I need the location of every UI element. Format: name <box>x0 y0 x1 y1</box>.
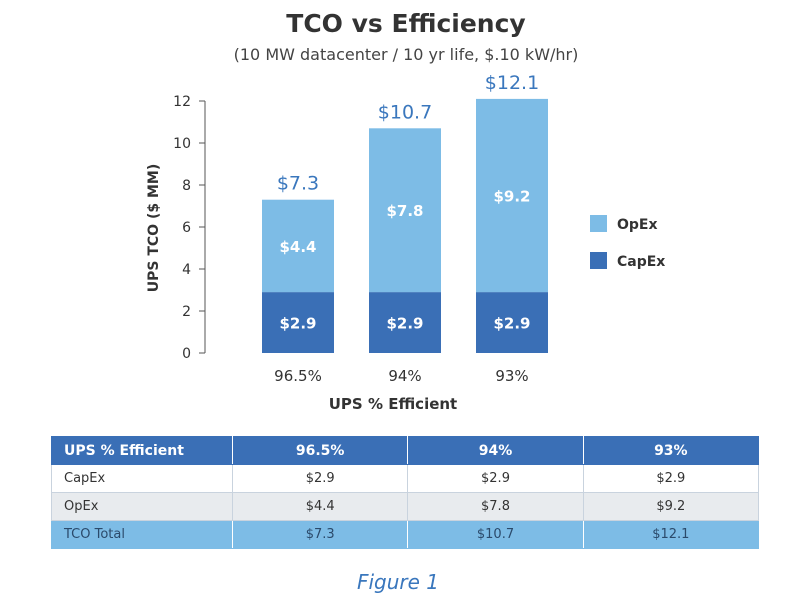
data-label-capex: $2.9 <box>386 315 423 333</box>
legend: OpEx CapEx <box>590 215 665 270</box>
data-label-capex: $2.9 <box>279 315 316 333</box>
bar-capex-1 <box>369 292 441 353</box>
table-cell: $7.8 <box>407 492 584 521</box>
table-header-cell: UPS % Efficient <box>51 436 233 465</box>
tco-table: UPS % Efficient 96.5% 94% 93% CapEx $2.9… <box>51 436 760 549</box>
table-row: OpEx $4.4 $7.8 $9.2 <box>51 492 760 521</box>
row-label: TCO Total <box>51 520 233 549</box>
table-cell: $10.7 <box>407 520 584 549</box>
table-cell: $2.9 <box>407 464 584 493</box>
x-tick-label: 93% <box>495 367 528 385</box>
chart-subtitle: (10 MW datacenter / 10 yr life, $.10 kW/… <box>234 45 579 64</box>
table-cell: $7.3 <box>231 520 409 549</box>
data-label-opex: $4.4 <box>279 238 316 256</box>
x-tick-label: 96.5% <box>274 367 322 385</box>
plot-area: 0 2 4 6 8 10 12 $2.9 $4.4 $7.3 96.5% $2.9 $7.8 $10.7 9… <box>173 72 548 385</box>
legend-swatch-opex <box>590 215 607 232</box>
bar-capex-2 <box>476 292 548 353</box>
legend-label-opex: OpEx <box>617 217 658 233</box>
bar-opex-1 <box>369 128 441 293</box>
table-row: TCO Total $7.3 $10.7 $12.1 <box>51 520 760 549</box>
table-row: CapEx $2.9 $2.9 $2.9 <box>51 464 760 493</box>
row-label: OpEx <box>51 492 233 521</box>
table-header-cell: 94% <box>407 436 584 465</box>
y-tick-label: 10 <box>173 136 191 152</box>
y-axis-label: UPS TCO ($ MM) <box>146 164 162 292</box>
total-label: $10.7 <box>378 101 432 123</box>
table-header-cell: 93% <box>582 436 760 465</box>
y-tick-label: 12 <box>173 94 191 110</box>
data-label-opex: $9.2 <box>493 188 530 206</box>
table-cell: $2.9 <box>582 464 760 493</box>
table-cell: $9.2 <box>582 492 760 521</box>
y-tick-label: 8 <box>182 178 191 194</box>
total-label: $12.1 <box>485 72 539 94</box>
table-cell: $4.4 <box>231 492 409 521</box>
y-tick-label: 2 <box>182 304 191 320</box>
bar-capex-0 <box>262 292 334 353</box>
bar-opex-0 <box>262 199 334 293</box>
table-header-row: UPS % Efficient 96.5% 94% 93% <box>51 436 760 465</box>
table-cell: $12.1 <box>582 520 760 549</box>
total-label: $7.3 <box>277 173 319 195</box>
x-tick-label: 94% <box>388 367 421 385</box>
data-label-capex: $2.9 <box>493 315 530 333</box>
table-header-cell: 96.5% <box>231 436 409 465</box>
y-tick-label: 4 <box>182 262 191 278</box>
data-label-opex: $7.8 <box>386 202 423 220</box>
x-axis-label: UPS % Efficient <box>329 395 457 413</box>
row-label: CapEx <box>51 464 233 493</box>
figure-caption: Figure 1 <box>356 570 440 594</box>
tco-chart: TCO vs Efficiency (10 MW datacenter / 10… <box>146 9 665 413</box>
bar-opex-2 <box>476 98 548 293</box>
legend-swatch-capex <box>590 252 607 269</box>
chart-title: TCO vs Efficiency <box>286 9 525 38</box>
legend-label-capex: CapEx <box>617 254 665 270</box>
table-cell: $2.9 <box>231 464 409 493</box>
y-tick-label: 6 <box>182 220 191 236</box>
y-tick-label: 0 <box>182 346 191 362</box>
